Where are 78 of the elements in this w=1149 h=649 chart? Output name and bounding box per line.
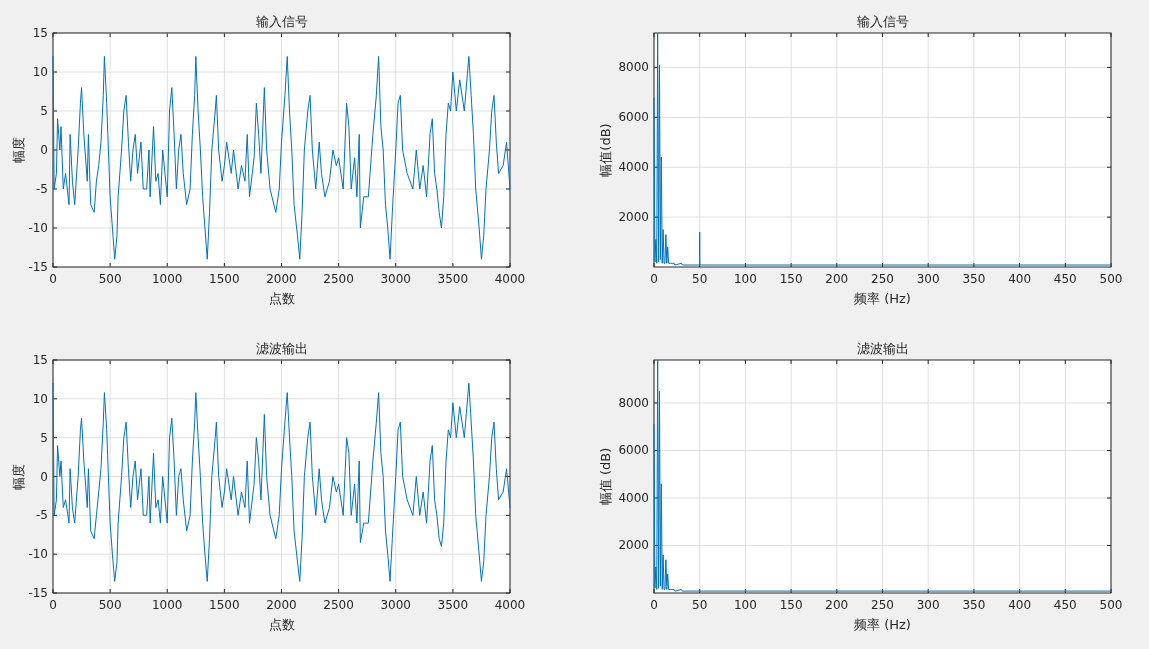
x-tick-label: 50 [692,598,708,612]
x-axis-title: 点数 [268,291,295,306]
y-tick-label: 10 [32,391,48,406]
y-tick-label: 0 [40,469,48,484]
x-tick-label: 500 [98,598,122,612]
x-tick-label: 1000 [151,598,183,612]
x-tick-label: 450 [1053,272,1077,286]
y-tick-label: 6000 [618,443,649,458]
x-tick-label: 150 [779,272,803,286]
x-axis-title: 频率 (Hz) [854,617,911,632]
y-tick-label: -15 [28,260,48,274]
x-tick-label: 300 [916,272,940,286]
x-tick-label: 100 [733,598,757,612]
chart-title: 滤波输出 [856,341,909,356]
y-tick-label: -5 [36,508,48,523]
y-tick-label: -10 [28,547,48,562]
x-tick-label: 200 [825,598,849,612]
y-tick-label: 10 [32,65,48,79]
y-tick-label: -10 [28,221,48,235]
x-tick-label: 450 [1053,598,1077,612]
chart-title: 滤波输出 [255,341,308,356]
line-series [653,359,1112,592]
y-tick-label: 4000 [618,160,649,175]
chart-title: 输入信号 [255,14,308,29]
y-tick-label: 8000 [618,395,649,410]
x-tick-label: 4000 [494,598,526,612]
x-tick-label: 2500 [323,272,354,286]
y-tick-label: 2000 [618,538,649,553]
x-tick-label: 0 [49,272,57,286]
x-axis-title: 点数 [268,617,295,632]
line-series [52,382,511,582]
x-tick-label: 100 [733,272,757,286]
x-tick-label: 3000 [380,272,412,286]
line-series [653,32,1112,266]
x-tick-label: 350 [962,272,986,286]
y-tick-label: -5 [36,182,48,196]
x-tick-label: 400 [1008,598,1032,612]
x-tick-label: 350 [962,598,986,612]
chart-title: 输入信号 [856,14,909,29]
y-tick-label: 2000 [618,210,649,225]
x-tick-label: 500 [1099,598,1123,612]
x-tick-label: 2000 [266,272,297,286]
x-tick-label: 0 [650,598,658,612]
y-tick-label: 15 [32,26,48,40]
x-tick-label: 400 [1008,272,1032,286]
x-tick-label: 4000 [494,272,526,286]
x-tick-label: 250 [871,272,894,286]
x-tick-label: 150 [779,598,803,612]
x-tick-label: 50 [692,272,708,286]
line-series [52,55,511,260]
y-tick-label: 4000 [618,490,649,505]
x-tick-label: 3500 [437,272,469,286]
y-axis-title: 幅度 [11,463,26,490]
x-tick-label: 1500 [209,598,240,612]
x-tick-label: 0 [650,272,658,286]
y-axis-title: 幅值(dB) [598,123,613,177]
y-tick-label: 5 [40,430,48,445]
x-tick-label: 250 [871,598,894,612]
x-tick-label: 3500 [437,598,469,612]
x-tick-label: 3000 [380,598,412,612]
y-axis-title: 幅度 [11,137,26,163]
y-tick-label: 8000 [618,60,649,75]
x-tick-label: 1000 [151,272,183,286]
y-tick-label: 6000 [618,110,649,125]
x-tick-label: 2000 [266,598,297,612]
x-axis-title: 频率 (Hz) [854,291,911,306]
y-tick-label: -15 [28,586,48,600]
x-tick-label: 2500 [323,598,354,612]
x-tick-label: 500 [1099,272,1123,286]
x-tick-label: 300 [916,598,940,612]
y-tick-label: 5 [40,104,48,118]
x-tick-label: 1500 [209,272,240,286]
x-tick-label: 0 [49,598,57,612]
y-tick-label: 0 [40,143,48,157]
x-tick-label: 500 [98,272,122,286]
y-tick-label: 15 [32,353,48,367]
x-tick-label: 200 [825,272,849,286]
y-axis-title: 幅值 (dB) [598,447,613,506]
